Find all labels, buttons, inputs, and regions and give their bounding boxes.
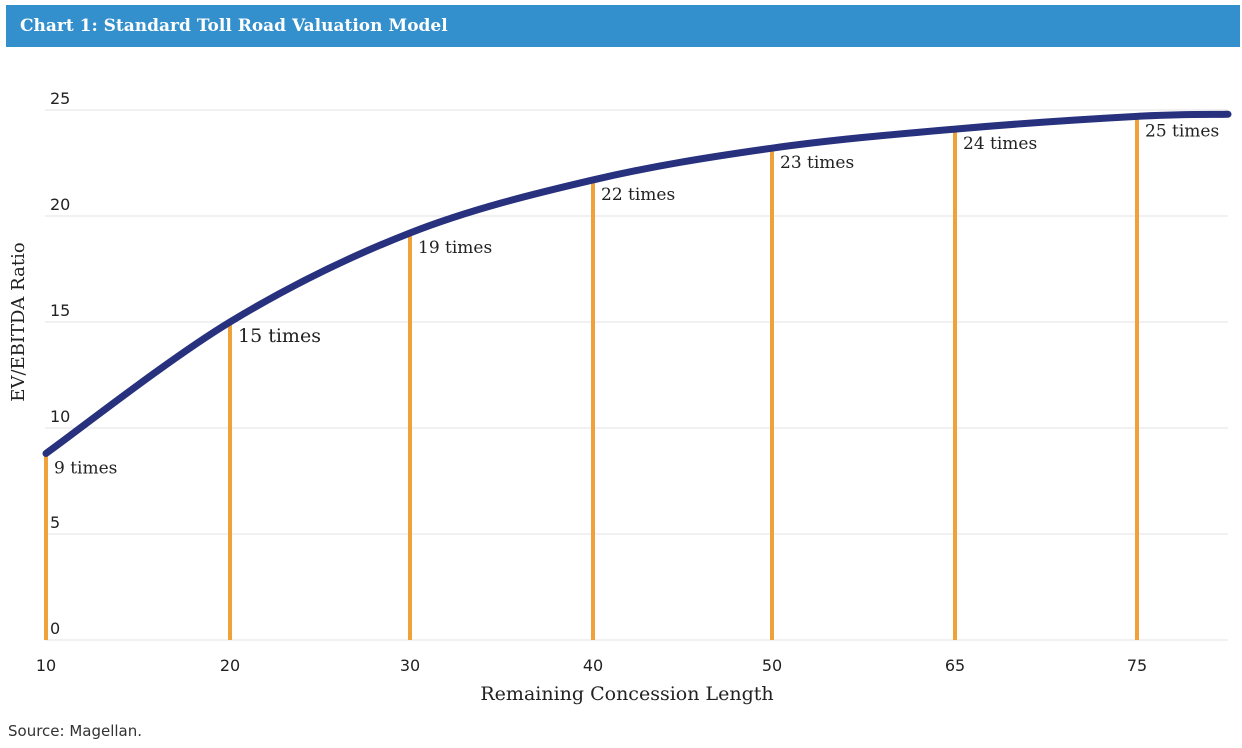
data-label: 24 times — [963, 134, 1037, 154]
x-tick-label: 20 — [220, 656, 240, 675]
x-tick-label: 30 — [400, 656, 420, 675]
x-axis-label: Remaining Concession Length — [480, 683, 773, 705]
data-label: 9 times — [54, 458, 117, 478]
source-note: Source: Magellan. — [8, 722, 143, 740]
data-label: 23 times — [780, 153, 854, 173]
chart-title-bar: Chart 1: Standard Toll Road Valuation Mo… — [6, 5, 1240, 47]
x-tick-label: 50 — [762, 656, 782, 675]
x-tick-label: 10 — [36, 656, 56, 675]
y-tick-label: 5 — [50, 513, 60, 532]
data-label: 25 times — [1145, 121, 1219, 141]
chart-title: Chart 1: Standard Toll Road Valuation Mo… — [20, 16, 448, 36]
y-tick-label: 25 — [50, 89, 70, 108]
data-label: 19 times — [418, 238, 492, 258]
x-tick-label: 65 — [945, 656, 965, 675]
y-tick-label: 20 — [50, 195, 70, 214]
y-tick-label: 0 — [50, 619, 60, 638]
data-label: 15 times — [238, 325, 321, 347]
y-axis-label: EV/EBITDA Ratio — [8, 242, 29, 401]
y-tick-label: 15 — [50, 301, 70, 320]
data-label: 22 times — [601, 185, 675, 205]
x-tick-label: 75 — [1127, 656, 1147, 675]
x-tick-label: 40 — [583, 656, 603, 675]
series-line — [42, 110, 1232, 457]
y-tick-label: 10 — [50, 407, 70, 426]
